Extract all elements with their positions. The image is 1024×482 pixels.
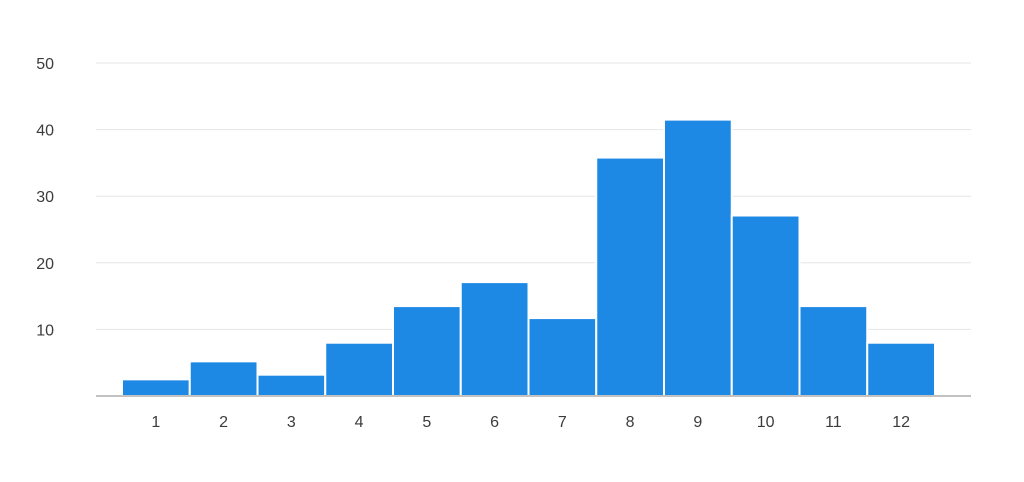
x-tick-label: 3: [287, 414, 296, 431]
x-tick-label: 9: [693, 414, 702, 431]
x-tick-label: 5: [422, 414, 431, 431]
bar-2: [188, 360, 259, 398]
bar-3: [256, 373, 327, 397]
x-tick-label: 7: [558, 414, 567, 431]
y-tick-label: 30: [36, 189, 54, 206]
bar-5: [392, 305, 462, 397]
bars: [121, 118, 936, 398]
y-tick-label: 50: [36, 56, 54, 73]
bar-11: [798, 305, 869, 397]
x-axis-ticks: 1 2 3 4 5 6 7 8 9 10 11 12: [151, 414, 910, 431]
gridlines: [96, 62, 971, 330]
bar-8: [595, 156, 665, 397]
x-tick-label: 6: [490, 414, 499, 431]
bar-10: [730, 214, 801, 397]
y-tick-label: 10: [36, 322, 54, 339]
y-axis-ticks: 10 20 30 40 50: [36, 56, 54, 339]
x-tick-label: 2: [219, 414, 228, 431]
x-tick-label: 10: [757, 414, 775, 431]
y-tick-label: 40: [36, 123, 54, 140]
bar-6: [459, 281, 530, 398]
x-tick-label: 8: [626, 414, 635, 431]
x-tick-label: 4: [355, 414, 364, 431]
bar-4: [324, 341, 394, 397]
x-tick-label: 11: [825, 414, 842, 431]
bar-9: [663, 118, 733, 398]
bar-12: [866, 341, 936, 397]
bar-1: [121, 378, 191, 398]
x-tick-label: 12: [892, 414, 910, 431]
bar-7: [527, 317, 598, 397]
y-tick-label: 20: [36, 256, 54, 273]
x-tick-label: 1: [151, 414, 160, 431]
